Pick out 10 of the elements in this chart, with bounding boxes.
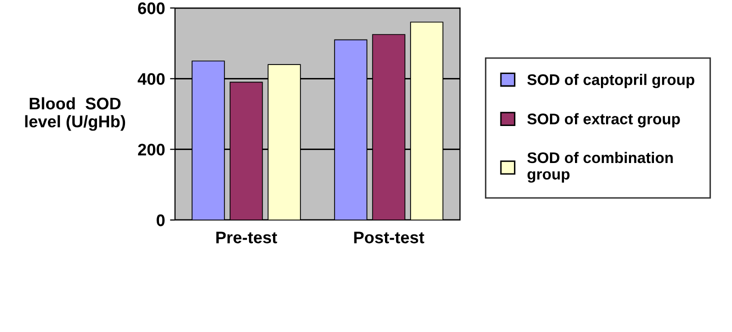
legend-label: SOD of captopril group [527,74,694,88]
y-tick-label: 200 [138,144,165,156]
y-tick-label: 0 [156,214,165,226]
x-tick-label: Post-test [354,232,424,244]
legend-label: SOD of extract group [527,113,680,128]
y-tick-label: 400 [138,73,165,85]
x-tick-label: Pre-test [216,232,278,244]
y-tick-label: 600 [138,2,165,14]
y-axis-title: Blood SOD level (U/gHb) [25,97,126,131]
legend-label: SOD of combination group [527,152,673,183]
